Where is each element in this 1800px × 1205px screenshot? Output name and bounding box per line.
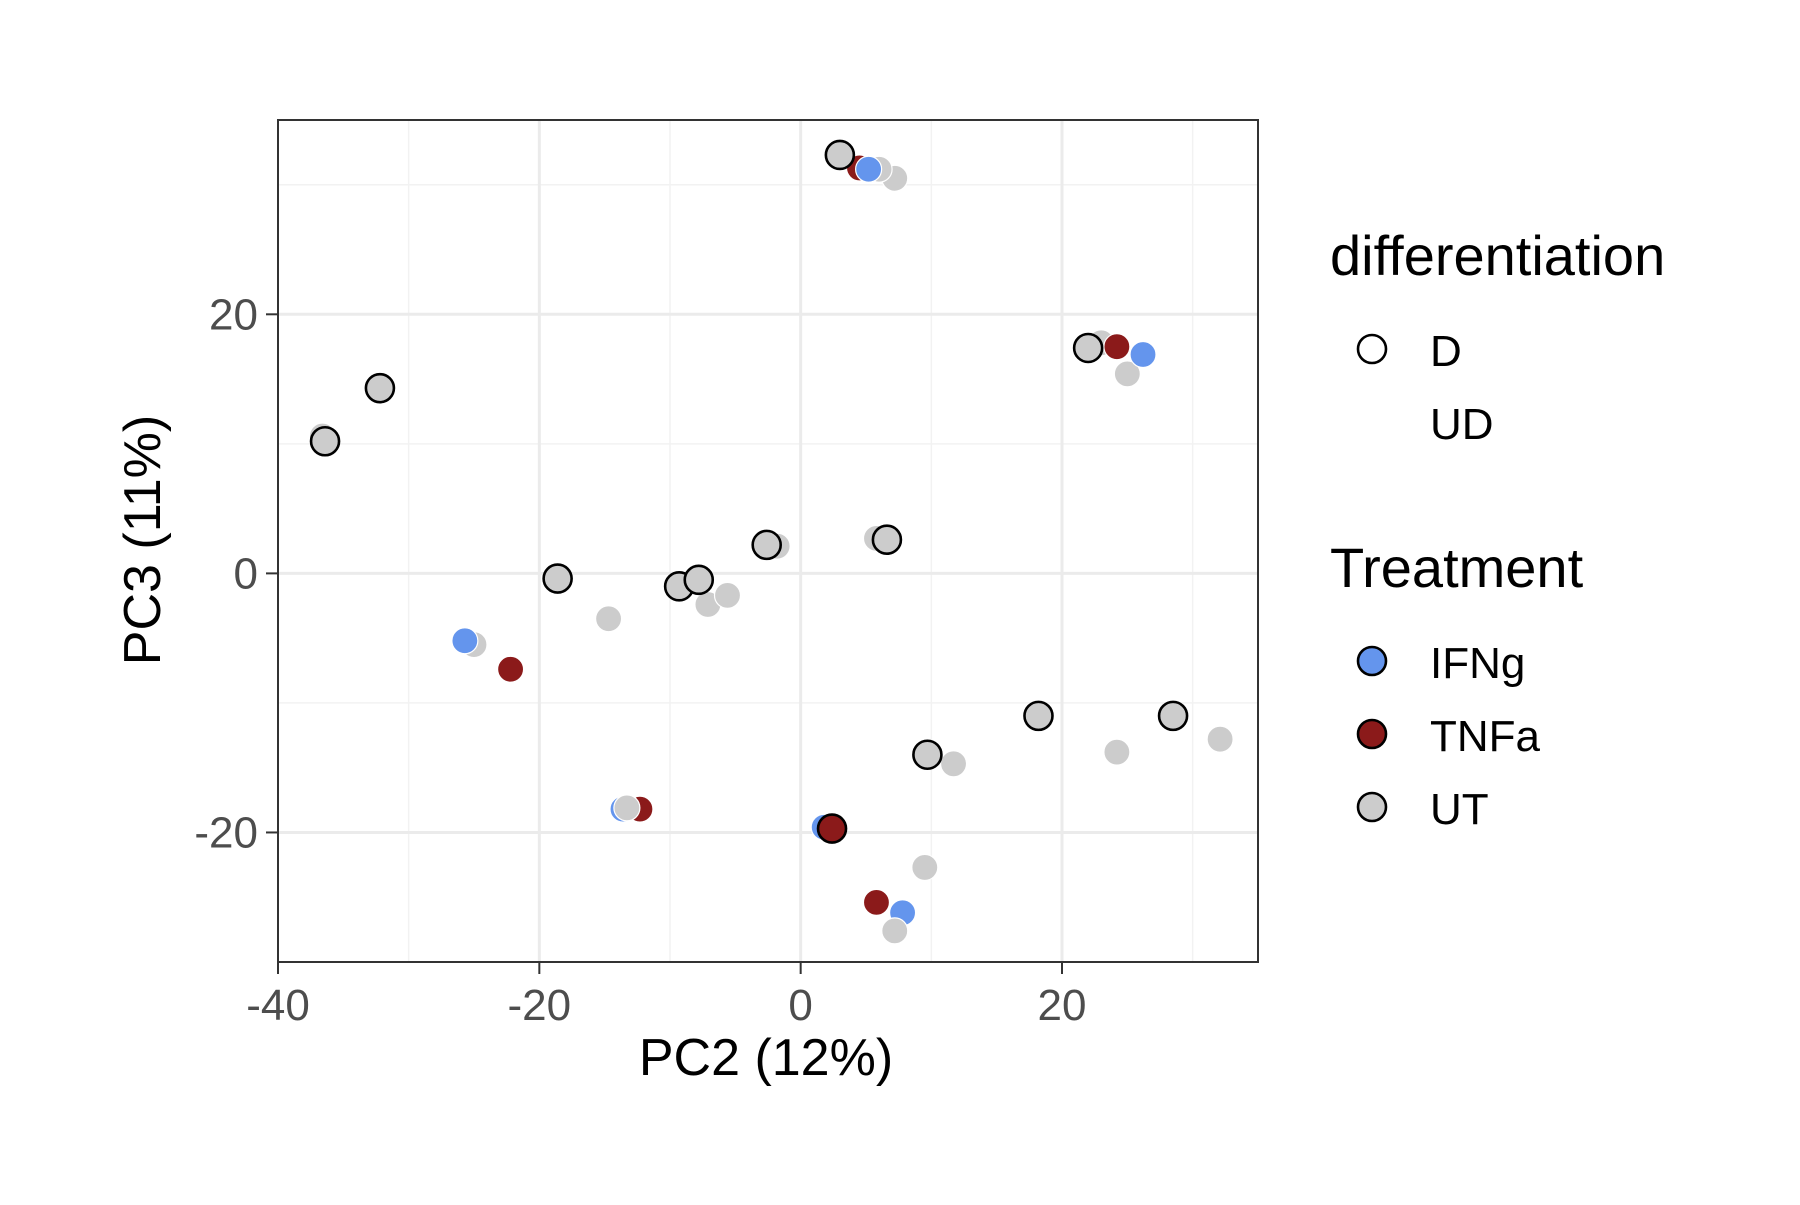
data-point-ut-d	[683, 564, 715, 596]
x-axis-ticks: -40 -20 0 20	[246, 962, 1086, 1030]
data-point-tnfa-d	[816, 813, 848, 844]
y-axis-title: PC3 (11%)	[114, 415, 172, 665]
legend-label-ut: UT	[1430, 785, 1489, 834]
x-tick-label: -20	[508, 981, 572, 1030]
legend-title-1: Treatment	[1330, 536, 1584, 599]
panel-border	[277, 119, 1259, 963]
y-tick-label: 0	[234, 549, 258, 598]
data-point-ut-ud	[613, 794, 641, 822]
grid-minor	[278, 120, 1258, 962]
legend-label-ud: UD	[1430, 400, 1494, 449]
data-point-ifng-ud	[855, 155, 883, 183]
data-point-ut-d	[871, 524, 903, 556]
data-point-ut-ud	[713, 581, 742, 610]
legend-key-ud	[1358, 408, 1386, 436]
data-point-ifng-ud	[1129, 340, 1157, 369]
data-point-ut-ud	[1103, 738, 1131, 766]
y-tick-label: -20	[194, 808, 258, 857]
data-point-ut-d	[1072, 332, 1104, 364]
data-point-ut-ud	[594, 605, 623, 633]
data-point-ut-d	[542, 563, 573, 594]
data-point-ut-ud	[1206, 725, 1234, 753]
data-point-ut-d	[751, 529, 782, 561]
data-point-ut-d	[364, 372, 396, 404]
x-tick-label: -40	[246, 981, 310, 1030]
x-axis-title: PC2 (12%)	[639, 1029, 893, 1087]
legend-key-d	[1356, 333, 1388, 365]
data-point-tnfa-ud	[496, 655, 525, 683]
data-point-ut-ud	[1113, 360, 1141, 388]
x-tick-label: 20	[1038, 981, 1087, 1030]
legend-key-ut	[1356, 791, 1388, 823]
data-point-ut-d	[912, 739, 943, 771]
legend-label-d: D	[1430, 327, 1462, 376]
legend-key-tnfa	[1356, 718, 1388, 750]
legend: differentiation D UD Treatment IFNg TNFa UT	[1330, 224, 1665, 834]
legend-title-0: differentiation	[1330, 224, 1665, 287]
data-point-ifng-ud	[451, 627, 479, 655]
data-points	[308, 139, 1234, 945]
data-point-ut-d	[1023, 700, 1054, 732]
data-point-ut-d	[824, 139, 856, 171]
data-point-ut-ud	[881, 917, 909, 945]
data-point-ut-ud	[939, 750, 968, 778]
data-point-tnfa-ud	[1103, 333, 1131, 361]
legend-label-ifng: IFNg	[1430, 639, 1525, 688]
legend-label-tnfa: TNFa	[1430, 712, 1541, 761]
legend-key-ifng	[1356, 645, 1388, 677]
data-point-ut-d	[1157, 700, 1189, 732]
data-point-ut-ud	[911, 853, 939, 882]
y-axis-ticks: -20 0 20	[194, 290, 278, 857]
data-point-tnfa-ud	[862, 888, 891, 917]
y-tick-label: 20	[209, 290, 258, 339]
grid-major	[278, 120, 1258, 962]
x-tick-label: 0	[788, 981, 812, 1030]
data-point-ut-d	[309, 425, 341, 457]
